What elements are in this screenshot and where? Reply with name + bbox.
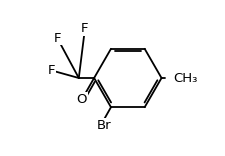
Text: CH₃: CH₃ — [173, 71, 197, 85]
Text: Br: Br — [97, 119, 111, 132]
Text: F: F — [54, 32, 61, 45]
Text: O: O — [76, 93, 87, 106]
Text: F: F — [81, 22, 89, 35]
Text: F: F — [47, 64, 55, 77]
